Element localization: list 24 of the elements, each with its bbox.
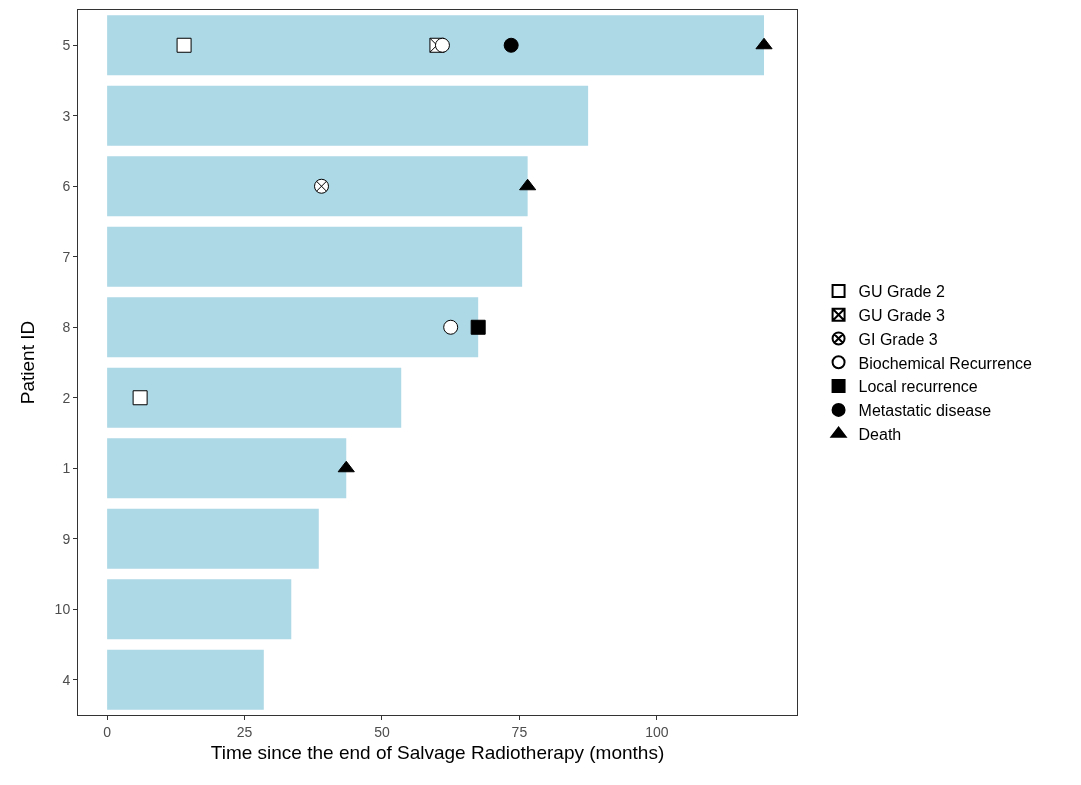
legend-label: GI Grade 3 bbox=[858, 330, 938, 348]
x-tick-label: 75 bbox=[511, 723, 528, 740]
y-axis-title: Patient ID bbox=[17, 320, 39, 405]
x-tick-label: 50 bbox=[374, 723, 390, 740]
y-tick-label: 9 bbox=[62, 530, 71, 547]
y-tick-label: 2 bbox=[62, 389, 71, 406]
x-tick-label: 0 bbox=[103, 723, 112, 740]
legend-label: Metastatic disease bbox=[858, 402, 992, 420]
legend-label: Local recurrence bbox=[858, 378, 978, 396]
y-tick-label: 10 bbox=[54, 601, 71, 618]
y-tick-label: 4 bbox=[62, 671, 71, 688]
y-tick-label: 3 bbox=[62, 107, 71, 124]
x-tick-label: 25 bbox=[236, 723, 253, 740]
legend-label: Biochemical Recurrence bbox=[858, 354, 1033, 372]
x-tick-label: 100 bbox=[645, 723, 669, 740]
legend-label: GU Grade 2 bbox=[858, 283, 945, 301]
x-axis-title: Time since the end of Salvage Radiotherapy (months) bbox=[210, 741, 665, 763]
y-tick-label: 6 bbox=[62, 178, 71, 195]
legend-label: Death bbox=[858, 425, 902, 443]
y-tick-label: 7 bbox=[62, 248, 71, 265]
y-tick-label: 8 bbox=[62, 319, 71, 336]
y-tick-label: 1 bbox=[62, 460, 71, 477]
y-tick-label: 5 bbox=[62, 37, 71, 54]
legend-label: GU Grade 3 bbox=[858, 306, 945, 324]
